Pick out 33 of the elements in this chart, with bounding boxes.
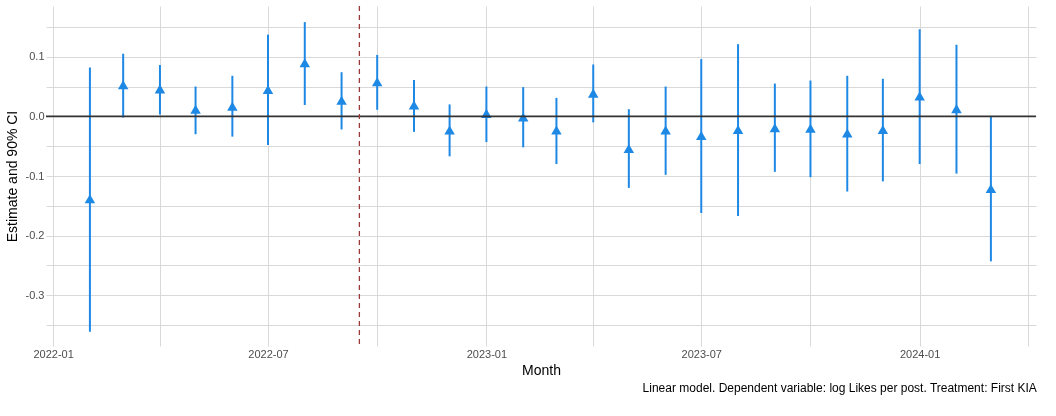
x-tick-label: 2022-01 [33, 347, 74, 360]
point [842, 128, 853, 138]
point [227, 101, 238, 111]
point [951, 104, 962, 114]
point [371, 77, 383, 87]
x-tick-label: 2023-07 [681, 347, 722, 360]
point [587, 88, 599, 98]
y-tick-label: 0.1 [29, 50, 45, 63]
point [551, 125, 562, 135]
point [336, 95, 347, 105]
x-tick-label: 2022-07 [248, 347, 289, 360]
x-tick-label: 2024-01 [899, 347, 941, 360]
y-tick-label: -0.3 [25, 288, 45, 301]
point [660, 125, 671, 135]
point [84, 194, 96, 204]
y-tick-label: 0.0 [29, 109, 45, 122]
point [769, 123, 781, 133]
point [696, 130, 707, 140]
text: Linear model. Dependent variable: log Likes per post. Treatment: First KIA [642, 381, 1037, 395]
y-tick-label: -0.2 [25, 229, 45, 242]
point [914, 91, 925, 101]
point [985, 183, 997, 194]
x-tick-label: 2023-01 [466, 347, 508, 360]
point [190, 104, 201, 114]
x-axis-title: Month [522, 361, 561, 378]
point [154, 84, 166, 94]
point [117, 80, 129, 90]
point [623, 144, 635, 154]
point [299, 58, 311, 68]
point [805, 123, 816, 133]
point [444, 125, 455, 135]
y-tick-label: -0.1 [25, 169, 45, 182]
y-axis-title: Estimate and 90% CI [3, 110, 20, 243]
